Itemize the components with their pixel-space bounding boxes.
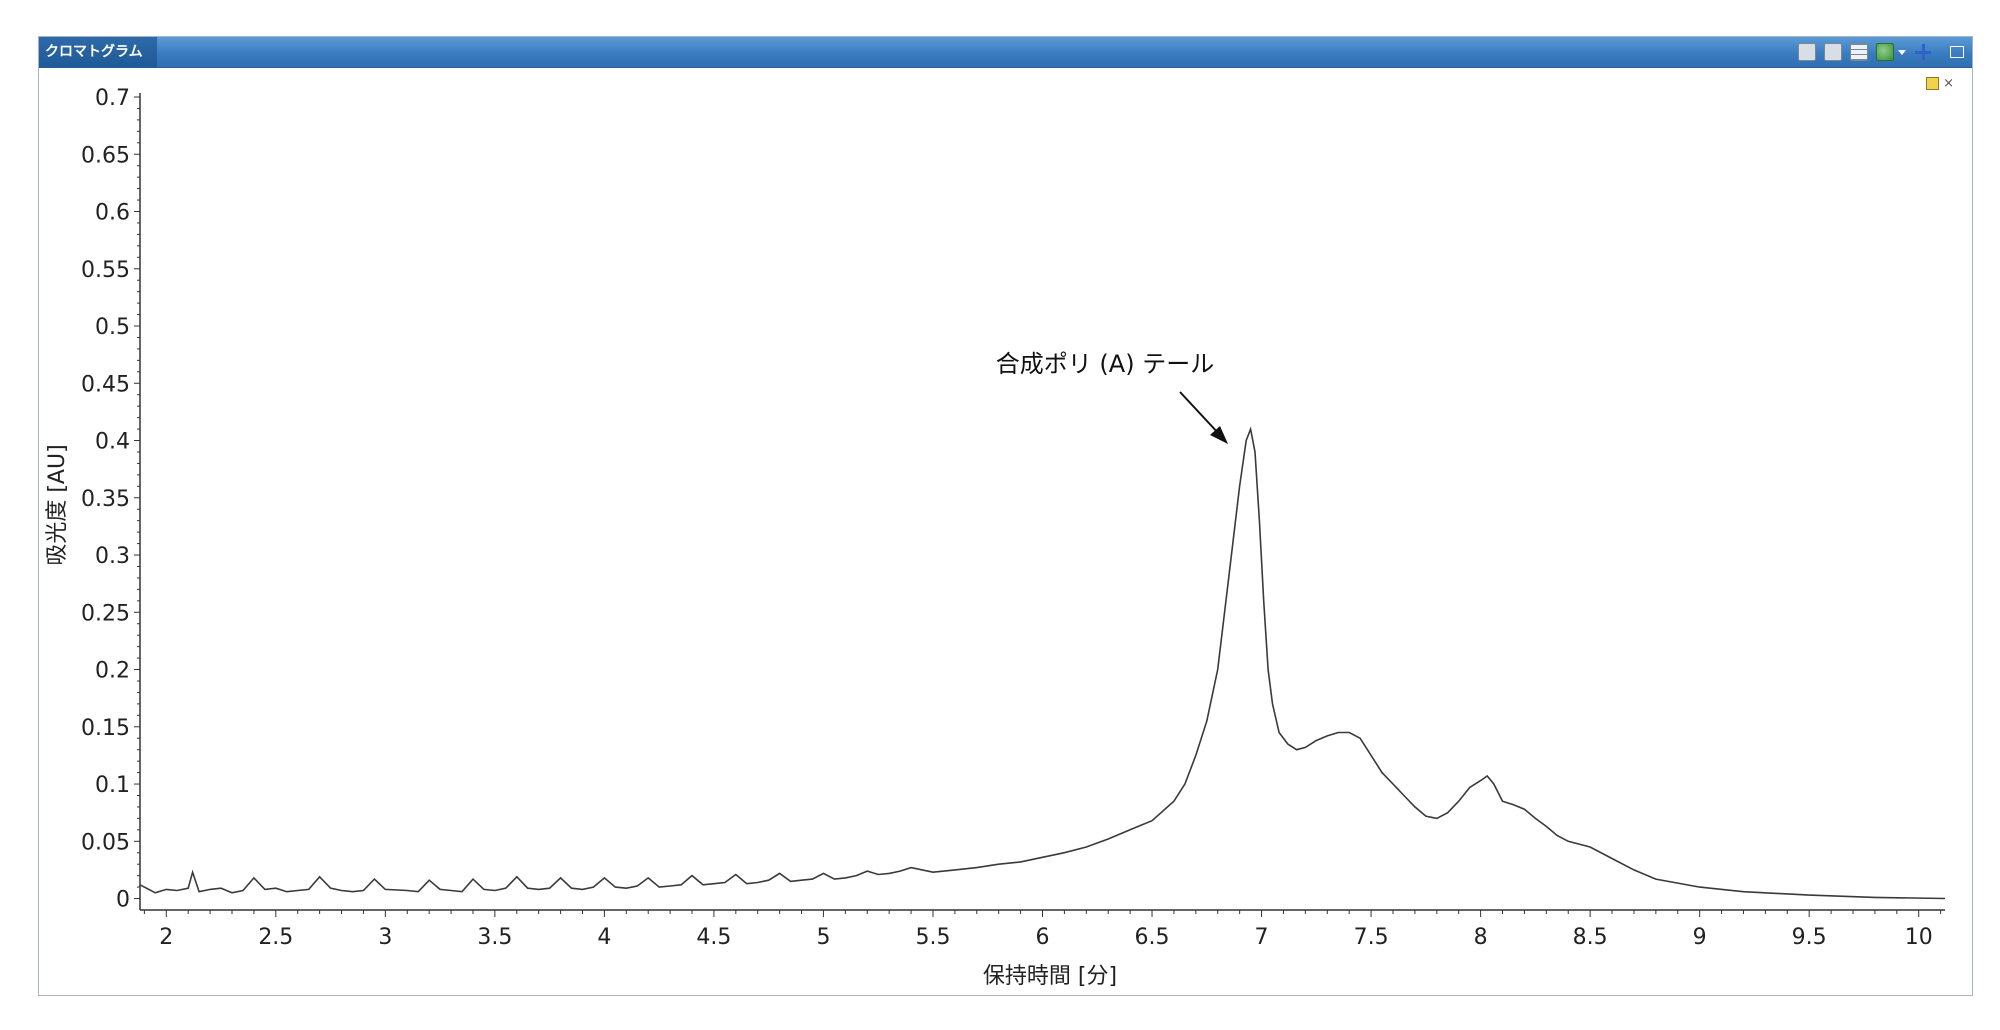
x-tick-label: 2: [159, 925, 173, 950]
window-titlebar: クロマトグラム: [39, 37, 1972, 68]
y-tick-label: 0.6: [95, 201, 130, 226]
pin-icon[interactable]: [1926, 77, 1940, 90]
x-tick-label: 8: [1474, 925, 1488, 950]
table-icon[interactable]: [1850, 43, 1868, 61]
move-icon[interactable]: [1914, 43, 1932, 61]
y-tick-label: 0.4: [95, 430, 130, 455]
y-tick-label: 0: [116, 888, 130, 913]
chart-toolbar: [1798, 41, 1964, 63]
x-tick-label: 8.5: [1573, 925, 1608, 950]
window-title-tab[interactable]: クロマトグラム: [39, 37, 157, 67]
x-tick-label: 4.5: [696, 925, 731, 950]
chromatogram-window: クロマトグラム ×: [38, 36, 1973, 996]
x-tick-label: 10: [1905, 925, 1933, 950]
y-tick-label: 0.3: [95, 544, 130, 569]
peak-annotation-label: 合成ポリ (A) テール: [996, 350, 1214, 378]
restore-window-icon[interactable]: [1950, 46, 1964, 58]
layers-icon[interactable]: [1876, 43, 1894, 61]
chromatogram-trace: [139, 426, 1946, 900]
y-tick-label: 0.15: [81, 716, 130, 741]
dropdown-caret-icon[interactable]: [1898, 49, 1906, 55]
x-tick-label: 4: [597, 925, 611, 950]
x-tick-label: 6: [1036, 925, 1050, 950]
x-tick-label: 7: [1255, 925, 1269, 950]
x-tick-label: 9.5: [1792, 925, 1827, 950]
y-tick-label: 0.5: [95, 315, 130, 340]
y-tick-label: 0.05: [81, 830, 130, 855]
y-tick-label: 0.35: [81, 487, 130, 512]
x-tick-label: 6.5: [1135, 925, 1170, 950]
x-tick-label: 5: [816, 925, 830, 950]
y-axis-label: 吸光度 [AU]: [45, 444, 70, 565]
x-tick-label: 7.5: [1354, 925, 1389, 950]
y-tick-label: 0.7: [95, 86, 130, 111]
annotation-arrow: [1179, 391, 1228, 444]
chart-ticks: 0 0.05 0.1 0.15 0.2 0.25 0.3 0.35 0.4 0.45 0.5 0.55…: [81, 86, 1942, 950]
x-tick-label: 2.5: [258, 925, 293, 950]
export-icon[interactable]: [1798, 43, 1816, 61]
x-axis-label: 保持時間 [分]: [983, 964, 1117, 989]
y-tick-label: 0.2: [95, 659, 130, 684]
y-tick-label: 0.45: [81, 372, 130, 397]
y-tick-label: 0.25: [81, 601, 130, 626]
x-tick-label: 3: [378, 925, 392, 950]
x-tick-label: 9: [1693, 925, 1707, 950]
close-icon[interactable]: ×: [1943, 76, 1954, 91]
copy-icon[interactable]: [1824, 43, 1842, 61]
x-tick-label: 5.5: [915, 925, 950, 950]
y-tick-label: 0.1: [95, 773, 130, 798]
y-tick-label: 0.55: [81, 258, 130, 283]
chart-axes: [139, 93, 1945, 911]
x-tick-label: 3.5: [477, 925, 512, 950]
y-tick-label: 0.65: [81, 143, 130, 168]
panel-controls: ×: [1926, 77, 1954, 90]
